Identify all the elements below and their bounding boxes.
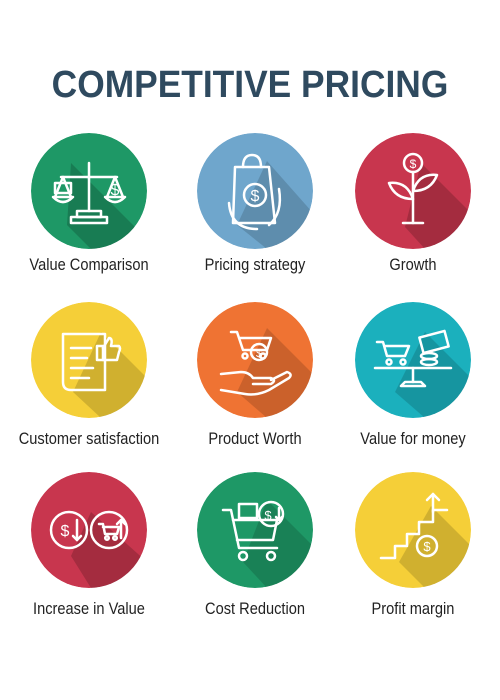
money-plant-icon: $ <box>355 133 471 249</box>
svg-text:$: $ <box>410 157 417 171</box>
cart-vs-cash-scale-icon <box>355 302 471 418</box>
cost-reduction-badge: $ <box>197 472 313 588</box>
label-growth: Growth <box>389 255 437 274</box>
label-value-comparison: Value Comparison <box>29 255 149 274</box>
label-customer-satisfaction: Customer satisfaction <box>18 429 160 448</box>
receipt-thumbs-up-icon <box>31 302 147 418</box>
cart-dollar-down-icon: $ <box>197 472 313 588</box>
value-comparison-badge: $ <box>31 133 147 249</box>
customer-satisfaction-badge <box>31 302 147 418</box>
svg-text:$: $ <box>251 188 260 205</box>
svg-text:$: $ <box>61 523 70 540</box>
hand-cart-icon: $ <box>197 302 313 418</box>
label-increase-in-value: Increase in Value <box>33 599 145 618</box>
dollar-cart-arrows-icon: $ <box>31 472 147 588</box>
profit-margin-badge: $ <box>355 472 471 588</box>
label-value-for-money: Value for money <box>360 429 466 448</box>
growth-badge: $ <box>355 133 471 249</box>
pricing-strategy-badge: $ <box>197 133 313 249</box>
svg-text:$: $ <box>111 182 120 199</box>
svg-text:$: $ <box>423 539 431 554</box>
product-worth-badge: $ <box>197 302 313 418</box>
label-profit-margin: Profit margin <box>371 599 455 618</box>
increase-in-value-badge: $ <box>31 472 147 588</box>
value-for-money-badge <box>355 302 471 418</box>
label-product-worth: Product Worth <box>208 429 302 448</box>
label-pricing-strategy: Pricing strategy <box>204 255 306 274</box>
balance-scale-icon: $ <box>31 133 147 249</box>
svg-text:$: $ <box>264 508 272 523</box>
label-cost-reduction: Cost Reduction <box>205 599 305 618</box>
stairs-dollar-icon: $ <box>355 472 471 588</box>
shopping-bag-dollar-icon: $ <box>197 133 313 249</box>
page-title: COMPETITIVE PRICING <box>51 64 449 106</box>
svg-text:$: $ <box>256 348 262 360</box>
